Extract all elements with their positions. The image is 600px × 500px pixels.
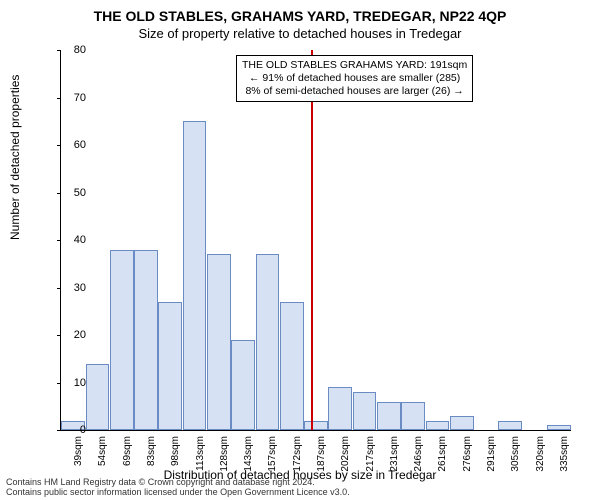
y-tick-mark bbox=[57, 193, 61, 194]
plot-region: 39sqm54sqm69sqm83sqm98sqm113sqm128sqm143… bbox=[60, 50, 571, 431]
annotation-line: THE OLD STABLES GRAHAMS YARD: 191sqm bbox=[242, 59, 467, 72]
histogram-bar bbox=[134, 250, 158, 431]
y-tick-label: 30 bbox=[74, 282, 86, 294]
footer-attribution: Contains HM Land Registry data © Crown c… bbox=[6, 478, 350, 498]
chart-container: THE OLD STABLES, GRAHAMS YARD, TREDEGAR,… bbox=[0, 0, 600, 500]
y-tick-label: 70 bbox=[74, 92, 86, 104]
histogram-bar bbox=[401, 402, 425, 431]
histogram-bar bbox=[158, 302, 182, 430]
chart-subtitle: Size of property relative to detached ho… bbox=[0, 24, 600, 45]
histogram-bar bbox=[207, 254, 231, 430]
y-axis-label: Number of detached properties bbox=[8, 75, 22, 240]
y-tick-label: 0 bbox=[80, 424, 86, 436]
y-tick-label: 20 bbox=[74, 329, 86, 341]
histogram-bar bbox=[86, 364, 110, 431]
annotation-box: THE OLD STABLES GRAHAMS YARD: 191sqm← 91… bbox=[236, 55, 473, 102]
histogram-bar bbox=[280, 302, 304, 430]
histogram-bar bbox=[328, 387, 352, 430]
histogram-bar bbox=[231, 340, 255, 430]
annotation-line: 8% of semi-detached houses are larger (2… bbox=[242, 85, 467, 98]
y-tick-label: 60 bbox=[74, 139, 86, 151]
y-tick-label: 40 bbox=[74, 234, 86, 246]
chart-title: THE OLD STABLES, GRAHAMS YARD, TREDEGAR,… bbox=[0, 0, 600, 24]
y-tick-mark bbox=[57, 145, 61, 146]
y-tick-mark bbox=[57, 288, 61, 289]
y-tick-label: 50 bbox=[74, 187, 86, 199]
y-tick-mark bbox=[57, 383, 61, 384]
reference-line bbox=[311, 50, 313, 430]
y-tick-mark bbox=[57, 335, 61, 336]
histogram-bar bbox=[450, 416, 474, 430]
histogram-bar bbox=[426, 421, 450, 431]
chart-area: 39sqm54sqm69sqm83sqm98sqm113sqm128sqm143… bbox=[60, 50, 570, 430]
histogram-bar bbox=[110, 250, 134, 431]
annotation-line: ← 91% of detached houses are smaller (28… bbox=[242, 72, 467, 85]
y-tick-label: 10 bbox=[74, 377, 86, 389]
y-tick-mark bbox=[57, 50, 61, 51]
y-tick-mark bbox=[57, 430, 61, 431]
y-tick-mark bbox=[57, 240, 61, 241]
histogram-bar bbox=[377, 402, 401, 431]
histogram-bar bbox=[498, 421, 522, 431]
histogram-bar bbox=[183, 121, 207, 430]
histogram-bar bbox=[304, 421, 328, 431]
y-tick-label: 80 bbox=[74, 44, 86, 56]
footer-text: Contains HM Land Registry data © Crown c… bbox=[6, 477, 350, 497]
histogram-bar bbox=[547, 425, 571, 430]
y-tick-mark bbox=[57, 98, 61, 99]
histogram-bar bbox=[353, 392, 377, 430]
histogram-bar bbox=[256, 254, 280, 430]
